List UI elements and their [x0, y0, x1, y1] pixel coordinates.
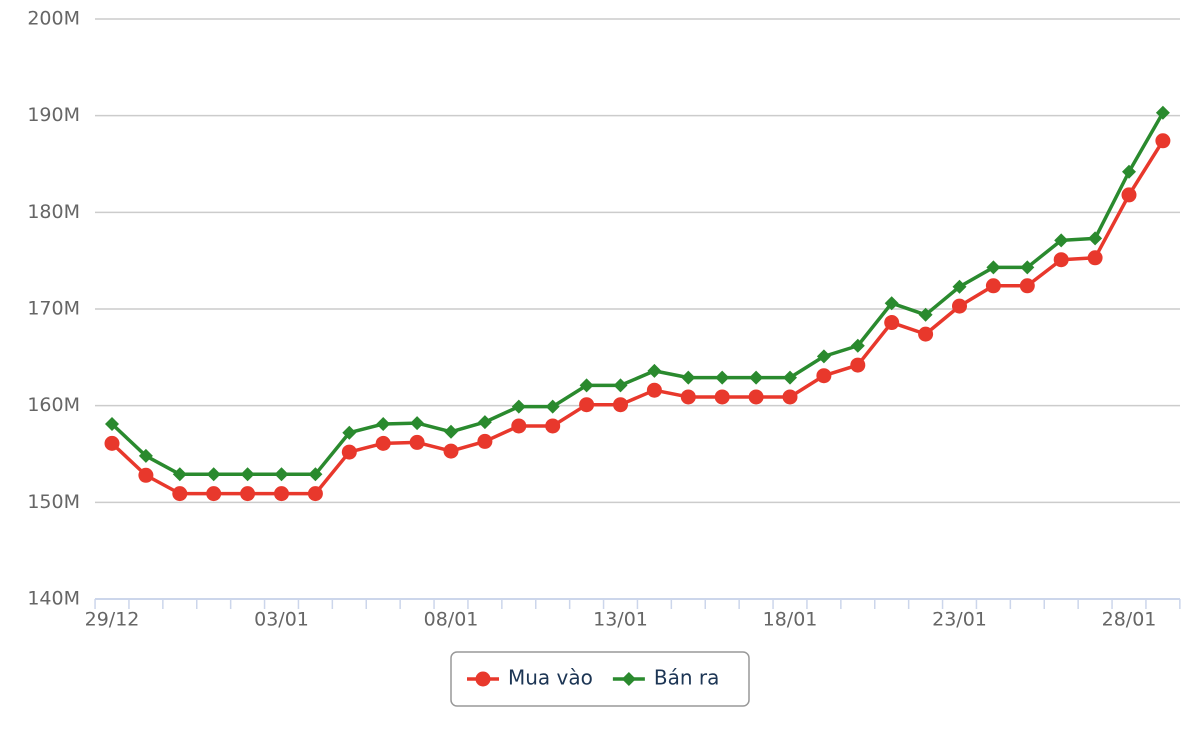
marker	[884, 296, 899, 311]
series-line	[110, 111, 1165, 477]
marker	[274, 467, 289, 482]
marker	[206, 467, 221, 482]
y-tick-label: 150M	[27, 491, 80, 513]
marker	[274, 486, 289, 502]
legend-box	[450, 651, 750, 707]
marker	[918, 307, 933, 322]
marker	[1155, 133, 1171, 149]
marker	[1122, 164, 1136, 179]
marker	[1020, 260, 1035, 275]
x-tick-label: 13/01	[593, 609, 648, 631]
marker	[1121, 187, 1137, 203]
legend-item[interactable]: Mua vào	[467, 666, 593, 690]
marker	[240, 486, 256, 502]
marker	[172, 467, 187, 482]
marker	[579, 378, 594, 393]
legend-item[interactable]: Bán ra	[612, 666, 720, 690]
marker	[511, 399, 526, 414]
marker	[1155, 105, 1170, 120]
marker	[1053, 252, 1069, 268]
marker	[477, 415, 492, 430]
marker	[647, 363, 662, 378]
marker	[307, 486, 323, 502]
marker	[444, 424, 458, 439]
marker	[816, 368, 832, 384]
marker	[782, 389, 798, 405]
marker	[783, 370, 797, 385]
marker	[341, 444, 357, 460]
series-line	[110, 139, 1165, 496]
marker	[1019, 278, 1035, 294]
x-tick-label: 03/01	[254, 609, 309, 631]
marker	[172, 486, 188, 502]
marker	[850, 338, 865, 353]
x-tick-label: 29/12	[85, 609, 140, 631]
marker	[409, 434, 425, 450]
x-tick-label: 28/01	[1102, 609, 1157, 631]
marker	[477, 433, 493, 449]
marker	[850, 357, 866, 373]
y-tick-label: 160M	[27, 394, 80, 416]
marker	[375, 435, 391, 451]
marker	[579, 397, 595, 413]
y-tick-label: 180M	[27, 201, 80, 223]
marker	[748, 389, 764, 405]
marker	[680, 389, 696, 405]
marker	[986, 260, 1001, 275]
x-tick-label: 08/01	[424, 609, 479, 631]
marker	[443, 443, 459, 459]
marker	[952, 298, 967, 314]
marker	[621, 672, 636, 686]
marker	[715, 370, 730, 385]
marker	[918, 326, 934, 342]
marker	[749, 370, 764, 385]
marker	[952, 279, 967, 294]
marker	[342, 425, 357, 440]
marker	[410, 416, 425, 431]
marker	[816, 349, 831, 364]
marker	[376, 417, 391, 432]
marker	[104, 435, 120, 451]
marker	[138, 467, 154, 483]
legend-label: Bán ra	[654, 666, 720, 690]
marker	[240, 467, 255, 482]
x-tick-label: 23/01	[932, 609, 987, 631]
x-tick-label: 18/01	[763, 609, 818, 631]
marker	[884, 315, 900, 331]
marker	[714, 389, 730, 405]
marker	[206, 486, 222, 502]
y-tick-label: 140M	[27, 588, 80, 610]
marker	[1087, 250, 1103, 266]
marker	[308, 467, 323, 482]
marker	[1054, 233, 1069, 248]
marker	[1088, 231, 1103, 246]
y-tick-label: 190M	[27, 104, 80, 126]
y-tick-label: 200M	[27, 8, 80, 30]
marker	[138, 448, 153, 463]
marker	[475, 671, 491, 687]
marker	[105, 417, 119, 432]
legend-label: Mua vào	[508, 666, 593, 690]
legend: Mua vào Bán ra	[450, 651, 750, 707]
marker	[681, 370, 696, 385]
marker	[613, 397, 628, 413]
marker	[646, 382, 662, 398]
marker	[985, 278, 1001, 294]
marker	[613, 378, 628, 393]
marker	[545, 418, 561, 434]
y-tick-label: 170M	[27, 298, 80, 320]
marker	[545, 399, 560, 414]
marker	[511, 418, 527, 434]
